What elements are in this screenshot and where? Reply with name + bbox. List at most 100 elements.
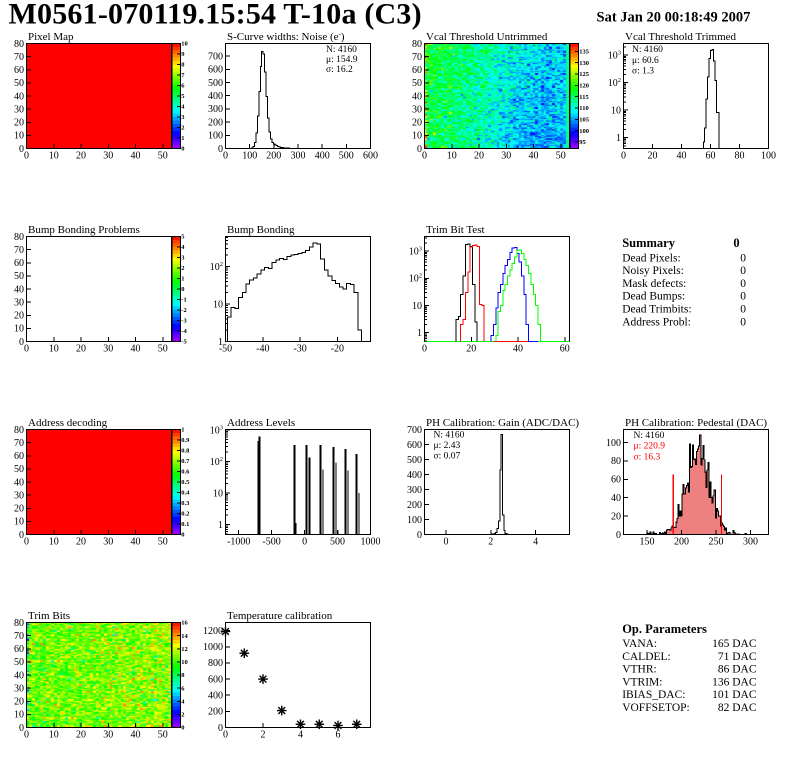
svg-text:130: 130 <box>579 60 589 67</box>
svg-text:105: 105 <box>579 117 590 124</box>
svg-text:-5: -5 <box>181 339 187 346</box>
svg-text:10: 10 <box>213 488 223 499</box>
svg-text:5: 5 <box>181 93 185 100</box>
svg-text:0: 0 <box>19 723 24 734</box>
svg-text:2: 2 <box>488 537 493 548</box>
svg-text:60: 60 <box>412 65 422 76</box>
svg-text:30: 30 <box>412 104 422 115</box>
svg-text:300: 300 <box>743 537 758 548</box>
svg-text:30: 30 <box>14 297 24 308</box>
svg-text:60: 60 <box>560 344 570 355</box>
svg-text:80: 80 <box>14 39 24 50</box>
svg-text:20: 20 <box>648 151 658 162</box>
svg-text:20: 20 <box>14 504 24 515</box>
svg-text:0.2: 0.2 <box>181 511 189 518</box>
svg-text:1: 1 <box>181 276 184 283</box>
svg-text:0: 0 <box>24 537 29 548</box>
svg-text:136 DAC: 136 DAC <box>712 676 757 688</box>
svg-text:400: 400 <box>208 691 223 702</box>
svg-text:N: 4160: N: 4160 <box>326 45 357 55</box>
svg-text:16: 16 <box>181 620 188 627</box>
svg-text:Address decoding: Address decoding <box>28 417 108 429</box>
svg-text:60: 60 <box>14 644 24 655</box>
svg-text:150: 150 <box>640 537 655 548</box>
svg-text:0: 0 <box>733 236 739 250</box>
svg-text:40: 40 <box>513 344 523 355</box>
svg-text:250: 250 <box>709 537 724 548</box>
svg-text:200: 200 <box>674 537 689 548</box>
svg-text:71 DAC: 71 DAC <box>718 651 757 663</box>
svg-text:Vcal Threshold Untrimmed: Vcal Threshold Untrimmed <box>426 31 548 43</box>
svg-text:Sat Jan 20 00:18:49 2007: Sat Jan 20 00:18:49 2007 <box>597 10 751 26</box>
svg-text:3: 3 <box>181 114 185 121</box>
svg-text:95: 95 <box>579 139 586 146</box>
svg-text:10: 10 <box>49 730 59 741</box>
svg-text:20: 20 <box>76 730 86 741</box>
svg-text:1: 1 <box>417 328 422 339</box>
svg-text:50: 50 <box>412 78 422 89</box>
svg-text:0: 0 <box>444 537 449 548</box>
svg-text:1000: 1000 <box>361 537 381 548</box>
svg-text:-30: -30 <box>293 344 306 355</box>
svg-text:40: 40 <box>611 493 621 504</box>
svg-text:700: 700 <box>407 425 422 436</box>
svg-text:600: 600 <box>208 65 223 76</box>
svg-text:30: 30 <box>103 151 113 162</box>
svg-text:PH Calibration: Pedestal (DAC): PH Calibration: Pedestal (DAC) <box>625 417 767 429</box>
svg-text:0: 0 <box>218 723 223 734</box>
svg-text:50: 50 <box>14 464 24 475</box>
svg-text:400: 400 <box>407 470 422 481</box>
svg-text:30: 30 <box>103 344 113 355</box>
svg-text:20: 20 <box>474 151 484 162</box>
svg-text:0: 0 <box>24 730 29 741</box>
svg-text:0.8: 0.8 <box>181 448 190 455</box>
svg-text:40: 40 <box>14 91 24 102</box>
svg-text:N: 4160: N: 4160 <box>634 431 665 441</box>
svg-text:70: 70 <box>14 245 24 256</box>
svg-text:0: 0 <box>181 146 184 153</box>
svg-text:2: 2 <box>181 712 184 719</box>
svg-text:Trim Bits: Trim Bits <box>28 610 70 622</box>
svg-text:400: 400 <box>208 91 223 102</box>
svg-text:10: 10 <box>14 710 24 721</box>
svg-text:100: 100 <box>579 128 589 135</box>
svg-text:2: 2 <box>261 730 266 741</box>
svg-text:VOFFSETOP:: VOFFSETOP: <box>622 702 690 714</box>
svg-text:80: 80 <box>14 232 24 243</box>
svg-text:50: 50 <box>556 151 566 162</box>
svg-text:40: 40 <box>412 91 422 102</box>
svg-text:0: 0 <box>19 144 24 155</box>
svg-text:800: 800 <box>208 658 223 669</box>
svg-text:1: 1 <box>218 520 223 531</box>
svg-text:1: 1 <box>181 135 184 142</box>
svg-text:10: 10 <box>412 131 422 142</box>
svg-text:102: 102 <box>608 77 621 89</box>
svg-text:70: 70 <box>14 438 24 449</box>
svg-text:125: 125 <box>579 71 590 78</box>
svg-text:80: 80 <box>611 456 621 467</box>
svg-text:0: 0 <box>302 537 307 548</box>
svg-text:σ: 16.2: σ: 16.2 <box>326 65 353 75</box>
svg-text:-40: -40 <box>256 344 269 355</box>
svg-text:-3: -3 <box>181 318 187 325</box>
svg-text:135: 135 <box>579 49 590 56</box>
svg-text:50: 50 <box>14 78 24 89</box>
svg-text:0: 0 <box>422 151 427 162</box>
svg-text:300: 300 <box>407 485 422 496</box>
svg-text:9: 9 <box>181 51 185 58</box>
svg-text:Dead Pixels:: Dead Pixels: <box>622 252 680 264</box>
svg-text:σ: 0.07: σ: 0.07 <box>434 452 461 462</box>
svg-text:0: 0 <box>621 151 626 162</box>
svg-text:Dead Bumps:: Dead Bumps: <box>622 291 685 303</box>
svg-text:600: 600 <box>363 151 378 162</box>
svg-text:70: 70 <box>14 631 24 642</box>
svg-text:10: 10 <box>611 105 621 116</box>
svg-text:700: 700 <box>208 51 223 62</box>
svg-text:5: 5 <box>181 234 185 241</box>
svg-text:40: 40 <box>131 344 141 355</box>
svg-text:40: 40 <box>14 670 24 681</box>
svg-text:2: 2 <box>181 265 184 272</box>
svg-text:6: 6 <box>336 730 341 741</box>
svg-text:50: 50 <box>158 151 168 162</box>
svg-text:60: 60 <box>14 451 24 462</box>
